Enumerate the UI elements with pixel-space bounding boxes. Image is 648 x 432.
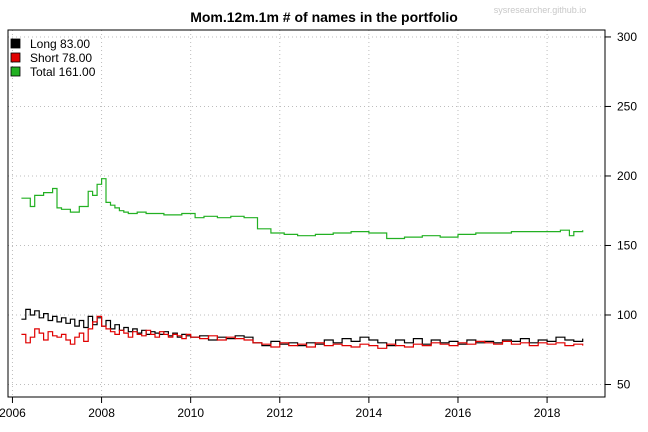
legend: Long 83.00 Short 78.00 Total 161.00: [10, 37, 96, 79]
x-tick-label: 2012: [266, 406, 293, 420]
y-tick-label: 300: [617, 30, 637, 44]
watermark: sysresearcher.github.io: [494, 5, 587, 15]
x-tick-label: 2016: [445, 406, 472, 420]
legend-label-short: Short 78.00: [30, 51, 92, 65]
y-tick-label: 250: [617, 99, 637, 113]
y-axis: 50 100 150 200 250 300: [605, 30, 637, 391]
x-axis: 2006 2008 2010 2012 2014 2016 2018: [0, 397, 561, 420]
legend-item-short: Short 78.00: [10, 51, 92, 65]
x-tick-label: 2018: [534, 406, 561, 420]
legend-label-long: Long 83.00: [30, 37, 90, 51]
series-layer: [21, 178, 584, 349]
series-line-short: [21, 315, 584, 349]
legend-item-long: Long 83.00: [10, 37, 90, 51]
y-tick-label: 50: [617, 377, 631, 391]
y-tick-label: 150: [617, 238, 637, 252]
series-line-total: [21, 178, 584, 240]
legend-swatch-short: [10, 52, 21, 63]
x-tick-label: 2010: [177, 406, 204, 420]
plot-frame: [7, 29, 606, 398]
y-tick-label: 200: [617, 169, 637, 183]
x-tick-label: 2006: [0, 406, 26, 420]
legend-item-total: Total 161.00: [10, 65, 96, 79]
x-tick-label: 2008: [88, 406, 115, 420]
legend-label-total: Total 161.00: [30, 65, 96, 79]
y-tick-label: 100: [617, 308, 637, 322]
legend-swatch-total: [10, 66, 21, 77]
x-tick-label: 2014: [356, 406, 383, 420]
legend-swatch-long: [10, 38, 21, 49]
chart-title: Mom.12m.1m # of names in the portfolio: [190, 9, 458, 25]
